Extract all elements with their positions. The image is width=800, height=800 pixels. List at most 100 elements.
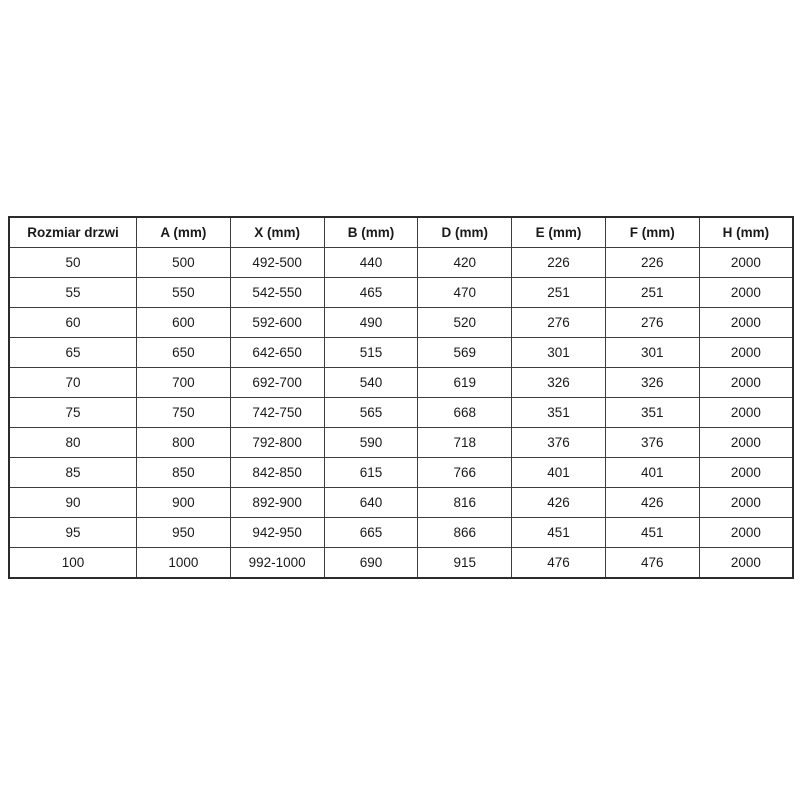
table-cell: 550 [136, 277, 231, 308]
table-cell: 500 [136, 247, 231, 278]
table-cell: 2000 [698, 247, 794, 278]
table-cell: 326 [511, 367, 606, 398]
column-header: E (mm) [511, 216, 606, 248]
table-cell: 451 [511, 517, 606, 548]
table-cell: 900 [136, 487, 231, 518]
column-header: X (mm) [229, 216, 325, 248]
table-cell: 226 [511, 247, 606, 278]
table-row: 90 900 892-900 640 816 426 426 2000 [8, 487, 794, 518]
table-cell: 742-750 [229, 397, 325, 428]
column-header: D (mm) [417, 216, 513, 248]
door-dimensions-table: Rozmiar drzwi A (mm) X (mm) B (mm) D (mm) E (… [8, 216, 794, 579]
table-cell: 376 [511, 427, 606, 458]
table-cell: 65 [8, 337, 137, 368]
table-cell: 515 [323, 337, 419, 368]
table-cell: 326 [604, 367, 700, 398]
table-cell: 619 [417, 367, 513, 398]
table-cell: 301 [604, 337, 700, 368]
table-cell: 60 [8, 307, 137, 338]
column-header: Rozmiar drzwi [8, 216, 137, 248]
table-cell: 592-600 [229, 307, 325, 338]
table-cell: 401 [604, 457, 700, 488]
table-cell: 690 [323, 547, 419, 579]
table-cell: 692-700 [229, 367, 325, 398]
table-cell: 2000 [698, 517, 794, 548]
table-cell: 540 [323, 367, 419, 398]
table-cell: 668 [417, 397, 513, 428]
table-cell: 766 [417, 457, 513, 488]
table-cell: 590 [323, 427, 419, 458]
table-cell: 490 [323, 307, 419, 338]
table-cell: 75 [8, 397, 137, 428]
table-cell: 565 [323, 397, 419, 428]
table-cell: 85 [8, 457, 137, 488]
header-row: Rozmiar drzwi A (mm) X (mm) B (mm) D (mm) E (… [8, 216, 794, 248]
table-cell: 1000 [136, 547, 231, 579]
table-cell: 640 [323, 487, 419, 518]
table-cell: 842-850 [229, 457, 325, 488]
table-cell: 376 [604, 427, 700, 458]
table-cell: 451 [604, 517, 700, 548]
table-cell: 642-650 [229, 337, 325, 368]
table-cell: 301 [511, 337, 606, 368]
table-cell: 2000 [698, 337, 794, 368]
table-row: 80 800 792-800 590 718 376 376 2000 [8, 427, 794, 458]
table-cell: 950 [136, 517, 231, 548]
table-row: 65 650 642-650 515 569 301 301 2000 [8, 337, 794, 368]
table-cell: 426 [511, 487, 606, 518]
table-cell: 2000 [698, 547, 794, 579]
table-cell: 542-550 [229, 277, 325, 308]
table-cell: 426 [604, 487, 700, 518]
table-cell: 440 [323, 247, 419, 278]
table-cell: 492-500 [229, 247, 325, 278]
table-cell: 2000 [698, 367, 794, 398]
table-cell: 792-800 [229, 427, 325, 458]
table-header: Rozmiar drzwi A (mm) X (mm) B (mm) D (mm) E (… [8, 216, 794, 248]
table-cell: 2000 [698, 487, 794, 518]
table-cell: 750 [136, 397, 231, 428]
table-cell: 100 [8, 547, 137, 579]
table-cell: 251 [604, 277, 700, 308]
column-header: B (mm) [323, 216, 419, 248]
table-row: 100 1000 992-1000 690 915 476 476 2000 [8, 547, 794, 579]
table-row: 50 500 492-500 440 420 226 226 2000 [8, 247, 794, 278]
table-cell: 351 [511, 397, 606, 428]
table-cell: 866 [417, 517, 513, 548]
table-row: 60 600 592-600 490 520 276 276 2000 [8, 307, 794, 338]
table-row: 95 950 942-950 665 866 451 451 2000 [8, 517, 794, 548]
table-body: 50 500 492-500 440 420 226 226 2000 55 550 542-550… [8, 247, 794, 579]
table-cell: 992-1000 [229, 547, 325, 579]
table-cell: 476 [604, 547, 700, 579]
table-cell: 850 [136, 457, 231, 488]
table-cell: 226 [604, 247, 700, 278]
table-cell: 276 [604, 307, 700, 338]
table-cell: 600 [136, 307, 231, 338]
table-cell: 915 [417, 547, 513, 579]
table-row: 70 700 692-700 540 619 326 326 2000 [8, 367, 794, 398]
column-header: A (mm) [136, 216, 231, 248]
table-cell: 465 [323, 277, 419, 308]
table-cell: 942-950 [229, 517, 325, 548]
table-cell: 665 [323, 517, 419, 548]
column-header: F (mm) [604, 216, 700, 248]
table-row: 75 750 742-750 565 668 351 351 2000 [8, 397, 794, 428]
table-cell: 95 [8, 517, 137, 548]
table-cell: 718 [417, 427, 513, 458]
table-cell: 50 [8, 247, 137, 278]
table-cell: 476 [511, 547, 606, 579]
table-cell: 401 [511, 457, 606, 488]
table-cell: 2000 [698, 427, 794, 458]
table-cell: 615 [323, 457, 419, 488]
table-cell: 520 [417, 307, 513, 338]
table-row: 55 550 542-550 465 470 251 251 2000 [8, 277, 794, 308]
table-cell: 2000 [698, 457, 794, 488]
table-cell: 70 [8, 367, 137, 398]
table-cell: 2000 [698, 397, 794, 428]
table-cell: 816 [417, 487, 513, 518]
table-cell: 892-900 [229, 487, 325, 518]
table-cell: 276 [511, 307, 606, 338]
table-cell: 251 [511, 277, 606, 308]
table-row: 85 850 842-850 615 766 401 401 2000 [8, 457, 794, 488]
table-cell: 2000 [698, 307, 794, 338]
